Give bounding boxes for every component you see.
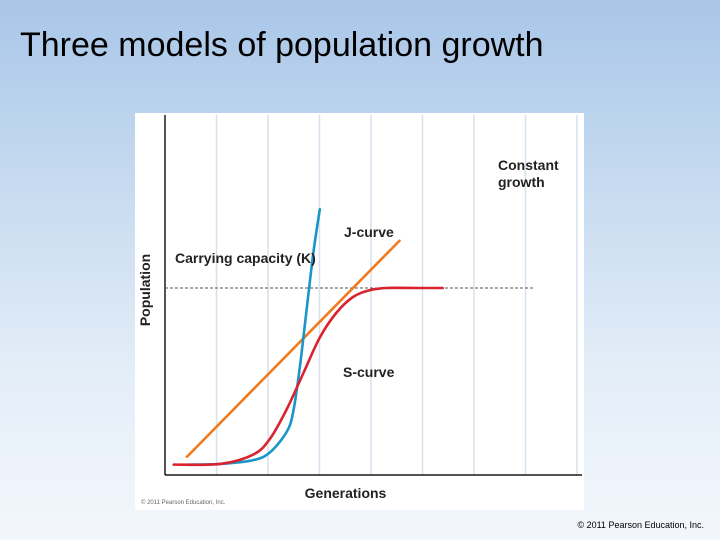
axes: Generations Population xyxy=(137,115,582,501)
constant-growth-label-line2: growth xyxy=(498,174,545,190)
series-j-curve xyxy=(185,207,322,466)
series-constant-growth xyxy=(185,239,401,459)
carrying-capacity-label: Carrying capacity (K) xyxy=(175,250,316,266)
population-growth-chart: Generations Population Carrying capacity … xyxy=(137,115,582,501)
labels: Carrying capacity (K) J-curve S-curve Const… xyxy=(175,157,559,380)
x-axis-label: Generations xyxy=(305,485,387,501)
series-s-curve xyxy=(172,286,444,467)
y-axis-label: Population xyxy=(137,254,153,326)
j-curve-label: J-curve xyxy=(344,224,394,240)
slide-title: Three models of population growth xyxy=(20,26,544,64)
constant-growth-label-line1: Constant xyxy=(498,157,559,173)
slide-copyright: © 2011 Pearson Education, Inc. xyxy=(577,520,704,530)
curves xyxy=(165,207,534,467)
s-curve-label: S-curve xyxy=(343,364,395,380)
figure-panel: Generations Population Carrying capacity … xyxy=(135,113,584,510)
figure-copyright: © 2011 Pearson Education, Inc. xyxy=(141,500,226,506)
grid xyxy=(215,115,578,475)
